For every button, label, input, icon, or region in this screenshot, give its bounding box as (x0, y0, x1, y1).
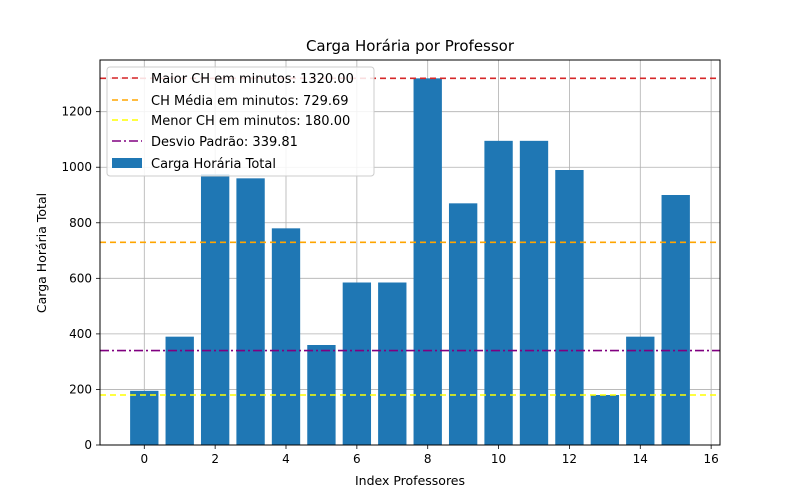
x-tick-label: 0 (140, 452, 148, 466)
legend-box (106, 66, 375, 177)
x-tick-label: 8 (424, 452, 432, 466)
y-tick-label: 0 (84, 438, 92, 452)
x-tick-label: 2 (211, 452, 219, 466)
bar (448, 203, 478, 445)
bar (236, 178, 265, 446)
bar (590, 395, 620, 445)
bar (626, 336, 655, 445)
legend-swatch (112, 158, 142, 168)
x-tick-label: 14 (633, 452, 648, 466)
y-tick-label: 400 (69, 327, 92, 341)
legend-label: Menor CH em minutos: 180.00 (151, 114, 350, 129)
x-axis-label: Index Professores (355, 473, 465, 488)
bar (519, 140, 549, 446)
bar (342, 282, 372, 445)
axes-frame (99, 59, 721, 446)
legend-label: Carga Horária Total (151, 157, 276, 172)
legend-label: Desvio Padrão: 339.81 (151, 135, 298, 150)
bar (200, 174, 230, 445)
bar (661, 195, 690, 445)
chart-title: Carga Horária por Professor (306, 37, 515, 55)
x-tick-label: 12 (562, 452, 577, 466)
legend-label: Maior CH em minutos: 1320.00 (151, 72, 354, 87)
x-tick-label: 6 (353, 452, 361, 466)
x-tick-label: 4 (282, 452, 290, 466)
bar (165, 336, 194, 445)
y-tick-label: 600 (69, 271, 92, 285)
bars (130, 78, 690, 446)
x-tick-label: 16 (704, 452, 719, 466)
bar (130, 390, 159, 445)
y-tick-label: 1000 (61, 160, 92, 174)
y-tick-label: 800 (69, 216, 92, 230)
legend-label: CH Média em minutos: 729.69 (151, 94, 349, 109)
bar (484, 140, 513, 446)
legend: Maior CH em minutos: 1320.00 CH Média em … (106, 66, 375, 177)
y-tick-label: 1200 (61, 105, 92, 119)
y-axis-label: Carga Horária Total (34, 193, 49, 313)
x-tick-label: 10 (491, 452, 506, 466)
bar (413, 78, 442, 445)
bar (378, 282, 407, 445)
bar (271, 228, 301, 445)
ticks: 0 2 4 6 8 10 12 14 16 0 200 400 600 800 1000 1200 (61, 105, 718, 466)
y-tick-label: 200 (69, 382, 92, 396)
bar (555, 170, 584, 445)
